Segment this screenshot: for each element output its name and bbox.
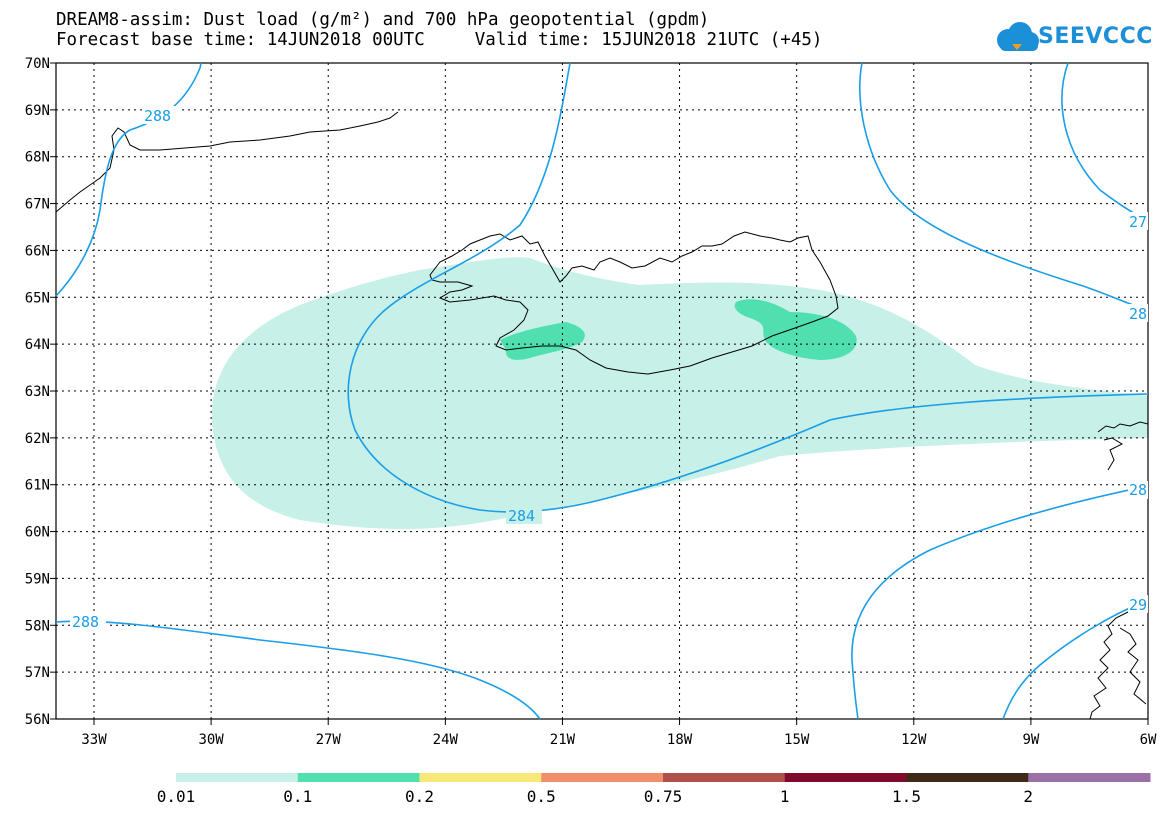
contour-labels: 288 284 288 27 28 28 29 xyxy=(70,106,1148,631)
contour-284 xyxy=(347,62,1149,513)
iceland-coast xyxy=(429,231,839,375)
colorbar-swatch xyxy=(297,773,420,782)
colorbar-swatch xyxy=(541,773,664,782)
colorbar-label: 0.01 xyxy=(156,787,196,806)
lat-label: 57N xyxy=(25,665,50,681)
lon-label: 18W xyxy=(667,732,693,748)
colorbar-swatch xyxy=(906,773,1029,782)
contour-29 xyxy=(1002,599,1149,720)
colorbar-swatch xyxy=(663,773,786,782)
cloud-icon xyxy=(997,22,1039,51)
contour-27 xyxy=(859,62,1149,311)
lon-label: 27W xyxy=(316,732,342,748)
scotland-coast xyxy=(1089,599,1149,720)
lat-label: 64N xyxy=(25,337,50,353)
colorbar-label: 0.2 xyxy=(405,787,434,806)
contour-label-28-southeast: 28 xyxy=(1129,481,1147,499)
lat-label: 63N xyxy=(25,384,50,400)
colorbar-swatch xyxy=(784,773,907,782)
colorbar-swatch xyxy=(1028,773,1151,782)
contour-label-29: 29 xyxy=(1129,596,1147,614)
colorbar-label: 1 xyxy=(779,787,790,806)
lat-label: 58N xyxy=(25,618,50,634)
lat-label: 62N xyxy=(25,431,50,447)
colorbar-label: 2 xyxy=(1023,787,1034,806)
contour-288-south xyxy=(55,620,541,720)
colorbar-label: 0.1 xyxy=(283,787,313,806)
lat-label: 65N xyxy=(25,290,50,306)
dust-area-medium-east xyxy=(734,299,857,360)
lat-label: 59N xyxy=(25,571,50,587)
contour-label-28-east: 28 xyxy=(1129,305,1147,323)
map-subtitle: Forecast base time: 14JUN2018 00UTC Valid… xyxy=(56,30,822,50)
lat-label: 66N xyxy=(25,243,50,259)
seevccc-logo xyxy=(997,22,1039,51)
contour-label-27: 27 xyxy=(1129,213,1147,231)
lat-label: 70N xyxy=(25,56,50,72)
forecast-base-time: Forecast base time: 14JUN2018 00UTC xyxy=(56,30,425,50)
contour-288-north xyxy=(55,62,202,297)
lat-label: 69N xyxy=(25,103,50,119)
lon-label: 9W xyxy=(1022,732,1039,748)
lon-label: 33W xyxy=(81,732,107,748)
contour-label-288-south: 288 xyxy=(72,613,99,631)
lat-label: 68N xyxy=(25,150,50,166)
greenland-coast xyxy=(55,111,399,213)
coastlines xyxy=(55,111,1149,720)
contour-28-southeast xyxy=(851,485,1149,720)
contour-label-288-north: 288 xyxy=(144,107,171,125)
geopotential-contours xyxy=(55,62,1149,720)
colorbar-label: 0.75 xyxy=(643,787,683,806)
lon-label: 21W xyxy=(550,732,576,748)
valid-time: Valid time: 15JUN2018 21UTC (+45) xyxy=(474,30,823,50)
colorbar-swatch xyxy=(176,773,299,782)
longitude-labels: 33W 30W 27W 24W 21W 18W 15W 12W 9W 6W xyxy=(81,732,1157,748)
colorbar-label: 1.5 xyxy=(892,787,921,806)
lon-label: 12W xyxy=(901,732,927,748)
contour-28-east xyxy=(1061,62,1149,221)
lat-label: 60N xyxy=(25,525,50,541)
lon-label: 15W xyxy=(784,732,810,748)
lon-label: 30W xyxy=(198,732,224,748)
map-title: DREAM8-assim: Dust load (g/m²) and 700 h… xyxy=(56,10,710,30)
graticule xyxy=(56,63,1148,719)
lat-label: 67N xyxy=(25,197,50,213)
dust-area-medium-west xyxy=(500,322,585,360)
colorbar-swatch xyxy=(419,773,542,782)
axis-ticks xyxy=(50,62,1149,725)
contour-label-284: 284 xyxy=(508,507,535,525)
faroe-coast xyxy=(1097,421,1149,471)
colorbar-label: 0.5 xyxy=(526,787,556,806)
lon-label: 24W xyxy=(433,732,459,748)
lat-label: 61N xyxy=(25,478,50,494)
latitude-labels: 70N 69N 68N 67N 66N 65N 64N 63N 62N 61N 60N 59N 58N 5… xyxy=(25,56,50,728)
logo-text: SEEVCCC xyxy=(1038,24,1153,49)
lat-label: 56N xyxy=(25,712,50,728)
colorbar xyxy=(176,773,1151,782)
lon-label: 6W xyxy=(1140,732,1157,748)
